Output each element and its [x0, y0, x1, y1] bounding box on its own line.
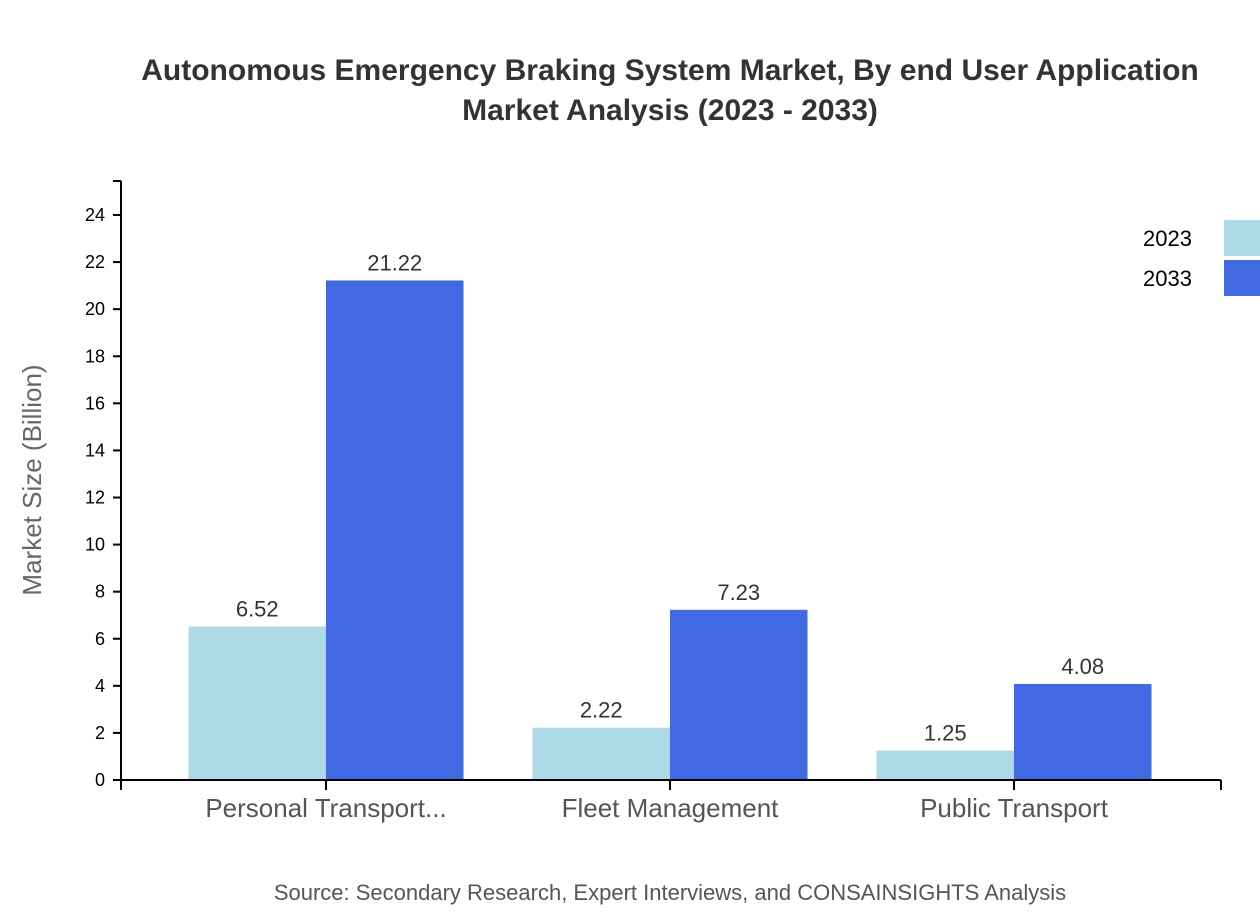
- y-tick-label: 2: [95, 723, 105, 743]
- bar-2033: [1014, 683, 1152, 780]
- legend-swatch-2033: [1224, 260, 1260, 296]
- chart-title-line-1: Autonomous Emergency Braking System Mark…: [141, 54, 1198, 87]
- data-label: 6.52: [236, 597, 279, 622]
- y-tick-label: 20: [85, 299, 105, 319]
- source-note: Source: Secondary Research, Expert Inter…: [274, 880, 1066, 905]
- y-tick-label: 22: [85, 252, 105, 272]
- data-label: 1.25: [924, 721, 967, 746]
- y-tick-label: 6: [95, 629, 105, 649]
- data-label: 2.22: [580, 698, 623, 723]
- bar-2033: [326, 280, 464, 780]
- chart-title-line-2: Market Analysis (2023 - 2033): [462, 94, 878, 127]
- y-tick-label: 14: [85, 440, 105, 460]
- y-tick-label: 10: [85, 535, 105, 555]
- x-tick-label: Fleet Management: [562, 793, 780, 823]
- x-tick-label: Public Transport: [920, 793, 1109, 823]
- data-label: 21.22: [367, 250, 422, 275]
- y-tick-label: 0: [95, 770, 105, 790]
- legend-label: 2023: [1143, 226, 1192, 251]
- x-tick-label: Personal Transport...: [205, 793, 446, 823]
- bar-2033: [670, 609, 808, 780]
- bar-2023: [188, 626, 326, 780]
- bar-2023: [876, 750, 1014, 780]
- legend-swatch-2023: [1224, 220, 1260, 256]
- y-tick-label: 8: [95, 582, 105, 602]
- data-label: 7.23: [717, 580, 760, 605]
- y-tick-label: 18: [85, 346, 105, 366]
- legend-label: 2033: [1143, 266, 1192, 291]
- y-tick-label: 4: [95, 676, 105, 696]
- bar-2023: [532, 727, 670, 780]
- y-tick-label: 12: [85, 488, 105, 508]
- data-label: 4.08: [1061, 654, 1104, 679]
- y-axis-label: Market Size (Billion): [17, 364, 47, 595]
- y-tick-label: 16: [85, 393, 105, 413]
- y-tick-label: 24: [85, 205, 105, 225]
